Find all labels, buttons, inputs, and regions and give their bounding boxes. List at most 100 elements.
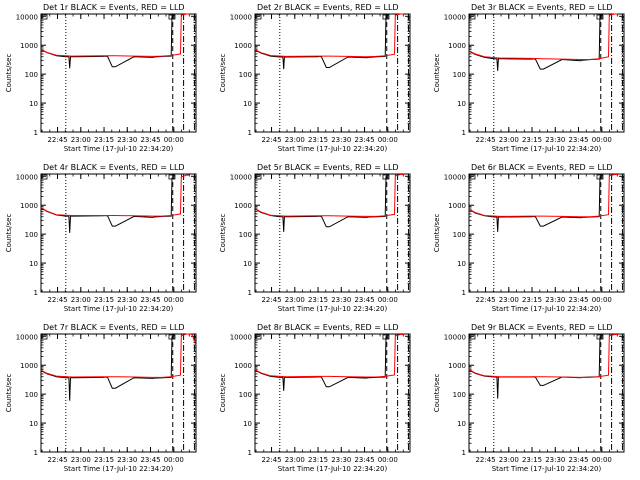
x-tick-label: 23:15 (308, 296, 328, 304)
spike-box (382, 14, 390, 20)
x-tick-label: 22:45 (261, 456, 281, 464)
lld-line (468, 334, 618, 378)
y-tick-label: 10000 (444, 333, 466, 341)
y-axis-label: Counts/sec (5, 374, 13, 413)
y-tick-label: 10 (243, 260, 252, 268)
x-tick-label: 22:45 (475, 296, 495, 304)
y-tick-label: 1 (248, 129, 252, 137)
corner-box (41, 14, 48, 20)
y-axis-label: Counts/sec (433, 374, 441, 413)
chart-title: Det 7r BLACK = Events, RED = LLD (43, 323, 185, 332)
x-axis-label: Start Time (17-Jul-10 22:34:20) (492, 465, 602, 473)
y-tick-label: 1000 (20, 202, 38, 210)
y-tick-label: 10 (29, 100, 38, 108)
x-tick-label: 00:00 (378, 456, 398, 464)
x-axis-label: Start Time (17-Jul-10 22:34:20) (492, 305, 602, 313)
x-tick-label: 23:15 (522, 296, 542, 304)
x-tick-label: 23:45 (568, 456, 588, 464)
chart-panel-1: Det 1r BLACK = Events, RED = LLD 1 10 100 10… (5, 3, 197, 153)
y-tick-label: 100 (239, 71, 252, 79)
y-tick-label: 10000 (444, 173, 466, 181)
y-tick-label: 10 (243, 420, 252, 428)
y-tick-label: 10000 (230, 173, 252, 181)
x-tick-label: 23:45 (140, 136, 160, 144)
spike-box (382, 334, 390, 340)
y-tick-label: 1 (462, 129, 466, 137)
plot-frame (468, 333, 625, 453)
lld-line (468, 174, 618, 218)
x-axis-label: Start Time (17-Jul-10 22:34:20) (492, 145, 602, 153)
chart-title: Det 4r BLACK = Events, RED = LLD (43, 163, 185, 172)
y-tick-label: 100 (453, 231, 466, 239)
x-tick-label: 23:00 (285, 136, 305, 144)
y-tick-label: 10000 (16, 13, 38, 21)
chart-title: Det 2r BLACK = Events, RED = LLD (257, 3, 399, 12)
chart-panel-3: Det 3r BLACK = Events, RED = LLD 1 10 100 10… (433, 3, 625, 153)
chart-title: Det 1r BLACK = Events, RED = LLD (43, 3, 185, 12)
lld-line (254, 334, 404, 378)
x-tick-label: 23:45 (354, 296, 374, 304)
plot-frame (254, 13, 411, 133)
events-line (40, 336, 173, 401)
x-tick-label: 23:15 (522, 136, 542, 144)
x-tick-label: 23:00 (71, 456, 91, 464)
x-tick-label: 23:45 (354, 136, 374, 144)
plot-frame (254, 173, 411, 293)
events-line (254, 176, 387, 232)
y-axis-label: Counts/sec (219, 54, 227, 93)
y-tick-label: 10 (457, 100, 466, 108)
x-tick-label: 23:30 (117, 456, 137, 464)
chart-title: Det 3r BLACK = Events, RED = LLD (471, 3, 613, 12)
y-tick-label: 1000 (234, 202, 252, 210)
y-tick-label: 10 (29, 420, 38, 428)
x-tick-label: 22:45 (261, 136, 281, 144)
x-axis-label: Start Time (17-Jul-10 22:34:20) (278, 145, 388, 153)
lld-line (40, 174, 190, 217)
y-axis-label: Counts/sec (5, 54, 13, 93)
y-tick-label: 100 (239, 231, 252, 239)
x-tick-label: 23:45 (568, 136, 588, 144)
x-tick-label: 23:00 (499, 456, 519, 464)
y-tick-label: 1000 (448, 362, 466, 370)
x-tick-label: 23:00 (499, 136, 519, 144)
x-tick-label: 23:30 (331, 456, 351, 464)
corner-box (255, 174, 262, 180)
y-tick-label: 10 (457, 260, 466, 268)
y-tick-label: 10000 (230, 13, 252, 21)
plot-frame (40, 333, 197, 453)
plot-frame (40, 173, 197, 293)
lld-line (40, 333, 197, 378)
spike-box (596, 334, 604, 340)
x-axis-label: Start Time (17-Jul-10 22:34:20) (64, 145, 174, 153)
corner-box (255, 14, 262, 20)
y-tick-label: 1 (34, 449, 38, 457)
x-tick-label: 23:15 (308, 456, 328, 464)
spike-box (596, 14, 604, 20)
x-tick-label: 00:00 (592, 456, 612, 464)
y-tick-label: 10 (457, 420, 466, 428)
x-tick-label: 22:45 (475, 456, 495, 464)
y-tick-label: 1000 (20, 362, 38, 370)
x-tick-label: 00:00 (378, 296, 398, 304)
x-tick-label: 22:45 (261, 296, 281, 304)
plot-frame (40, 13, 197, 133)
corner-box (41, 174, 48, 180)
x-tick-label: 22:45 (47, 456, 67, 464)
spike-box (382, 174, 390, 180)
x-tick-label: 23:45 (354, 456, 374, 464)
x-tick-label: 23:00 (71, 136, 91, 144)
events-line (468, 176, 601, 232)
spike-box (596, 174, 604, 180)
y-tick-label: 1 (248, 449, 252, 457)
y-tick-label: 10 (243, 100, 252, 108)
x-tick-label: 00:00 (592, 136, 612, 144)
events-line (40, 177, 173, 233)
lld-line (468, 13, 618, 60)
y-tick-label: 10 (29, 260, 38, 268)
chart-panel-6: Det 6r BLACK = Events, RED = LLD 1 10 100 10… (433, 163, 625, 313)
corner-box (469, 174, 476, 180)
events-line (254, 15, 387, 70)
x-tick-label: 00:00 (164, 456, 184, 464)
y-tick-label: 100 (239, 391, 252, 399)
